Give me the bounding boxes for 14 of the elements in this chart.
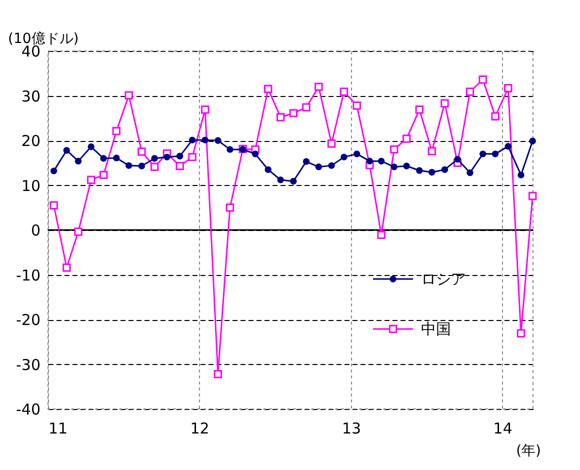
x-tick-label: 12: [190, 420, 210, 438]
y-tick-label: 20: [21, 132, 40, 150]
y-tick-label: 0: [30, 222, 40, 240]
x-tick-label: 13: [342, 420, 362, 438]
y-tick-label: -30: [16, 356, 40, 374]
y-tick-label: -10: [16, 266, 40, 284]
x-tick-label: 14: [493, 420, 512, 438]
y-tick-label: 10: [21, 176, 40, 195]
x-axis-title: (年): [516, 443, 541, 459]
y-tick-label: 30: [21, 87, 40, 106]
y-tick-label: -20: [16, 311, 40, 329]
y-tick-label: -40: [16, 400, 40, 418]
legend-label: 中国: [421, 320, 451, 338]
x-tick-label: 11: [48, 420, 68, 438]
